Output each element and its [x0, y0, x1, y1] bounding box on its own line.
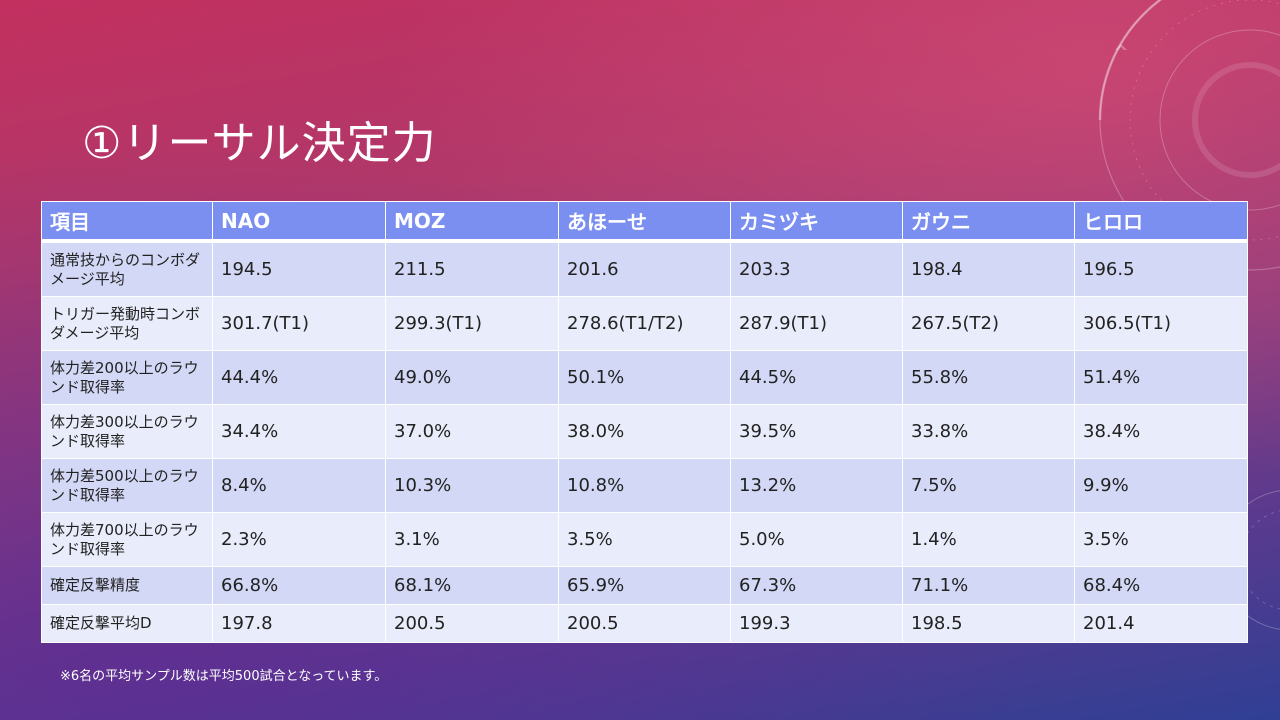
- table-cell: 5.0%: [730, 512, 903, 567]
- row-label: 体力差200以上のラウンド取得率: [41, 350, 213, 405]
- table-cell: 267.5(T2): [902, 296, 1075, 351]
- table-cell: 13.2%: [730, 458, 903, 513]
- table-row: 通常技からのコンボダメージ平均 194.5 211.5 201.6 203.3 …: [41, 240, 1248, 297]
- table-cell: 68.1%: [385, 566, 559, 605]
- table-cell: 10.8%: [558, 458, 731, 513]
- column-header-kamizuki: カミヅキ: [730, 201, 903, 243]
- table-cell: 1.4%: [902, 512, 1075, 567]
- table-cell: 3.5%: [558, 512, 731, 567]
- table-row: 確定反撃平均D 197.8 200.5 200.5 199.3 198.5 20…: [41, 604, 1248, 643]
- row-label: トリガー発動時コンボダメージ平均: [41, 296, 213, 351]
- table-row: 体力差500以上のラウンド取得率 8.4% 10.3% 10.8% 13.2% …: [41, 458, 1248, 513]
- table-row: 確定反撃精度 66.8% 68.1% 65.9% 67.3% 71.1% 68.…: [41, 566, 1248, 605]
- table-cell: 200.5: [558, 604, 731, 643]
- table-cell: 194.5: [212, 240, 386, 297]
- table-cell: 3.5%: [1074, 512, 1248, 567]
- table-row: トリガー発動時コンボダメージ平均 301.7(T1) 299.3(T1) 278…: [41, 296, 1248, 351]
- table-cell: 197.8: [212, 604, 386, 643]
- stats-table: 項目 NAO MOZ あほーせ カミヅキ ガウニ ヒロロ 通常技からのコンボダメ…: [41, 201, 1248, 643]
- table-cell: 306.5(T1): [1074, 296, 1248, 351]
- table-cell: 196.5: [1074, 240, 1248, 297]
- column-header-item: 項目: [41, 201, 213, 243]
- table-cell: 287.9(T1): [730, 296, 903, 351]
- table-cell: 44.4%: [212, 350, 386, 405]
- row-label: 確定反撃平均D: [41, 604, 213, 643]
- table-cell: 50.1%: [558, 350, 731, 405]
- table-cell: 65.9%: [558, 566, 731, 605]
- table-cell: 66.8%: [212, 566, 386, 605]
- table-row: 体力差700以上のラウンド取得率 2.3% 3.1% 3.5% 5.0% 1.4…: [41, 512, 1248, 567]
- table-cell: 38.4%: [1074, 404, 1248, 459]
- table-cell: 9.9%: [1074, 458, 1248, 513]
- table-cell: 71.1%: [902, 566, 1075, 605]
- table-cell: 198.5: [902, 604, 1075, 643]
- table-cell: 299.3(T1): [385, 296, 559, 351]
- table-cell: 203.3: [730, 240, 903, 297]
- table-cell: 278.6(T1/T2): [558, 296, 731, 351]
- column-header-gauni: ガウニ: [902, 201, 1075, 243]
- table-cell: 34.4%: [212, 404, 386, 459]
- table-cell: 55.8%: [902, 350, 1075, 405]
- table-cell: 211.5: [385, 240, 559, 297]
- table-cell: 33.8%: [902, 404, 1075, 459]
- column-header-hiroro: ヒロロ: [1074, 201, 1248, 243]
- table-cell: 37.0%: [385, 404, 559, 459]
- table-cell: 44.5%: [730, 350, 903, 405]
- table-cell: 200.5: [385, 604, 559, 643]
- table-cell: 68.4%: [1074, 566, 1248, 605]
- column-header-moz: MOZ: [385, 201, 559, 243]
- table-header-row: 項目 NAO MOZ あほーせ カミヅキ ガウニ ヒロロ: [41, 201, 1248, 243]
- row-label: 体力差300以上のラウンド取得率: [41, 404, 213, 459]
- row-label: 通常技からのコンボダメージ平均: [41, 240, 213, 297]
- table-cell: 7.5%: [902, 458, 1075, 513]
- column-header-ahose: あほーせ: [558, 201, 731, 243]
- table-cell: 3.1%: [385, 512, 559, 567]
- footnote: ※6名の平均サンプル数は平均500試合となっています。: [60, 669, 388, 684]
- table-cell: 39.5%: [730, 404, 903, 459]
- table-cell: 67.3%: [730, 566, 903, 605]
- table-cell: 49.0%: [385, 350, 559, 405]
- row-label: 体力差700以上のラウンド取得率: [41, 512, 213, 567]
- table-cell: 201.6: [558, 240, 731, 297]
- table-cell: 51.4%: [1074, 350, 1248, 405]
- table-cell: 2.3%: [212, 512, 386, 567]
- table-cell: 198.4: [902, 240, 1075, 297]
- table-row: 体力差300以上のラウンド取得率 34.4% 37.0% 38.0% 39.5%…: [41, 404, 1248, 459]
- row-label: 体力差500以上のラウンド取得率: [41, 458, 213, 513]
- table-cell: 38.0%: [558, 404, 731, 459]
- slide-title: ①リーサル決定力: [82, 118, 437, 169]
- table-row: 体力差200以上のラウンド取得率 44.4% 49.0% 50.1% 44.5%…: [41, 350, 1248, 405]
- table-cell: 10.3%: [385, 458, 559, 513]
- table-cell: 199.3: [730, 604, 903, 643]
- table-cell: 301.7(T1): [212, 296, 386, 351]
- table-cell: 8.4%: [212, 458, 386, 513]
- column-header-nao: NAO: [212, 201, 386, 243]
- row-label: 確定反撃精度: [41, 566, 213, 605]
- table-cell: 201.4: [1074, 604, 1248, 643]
